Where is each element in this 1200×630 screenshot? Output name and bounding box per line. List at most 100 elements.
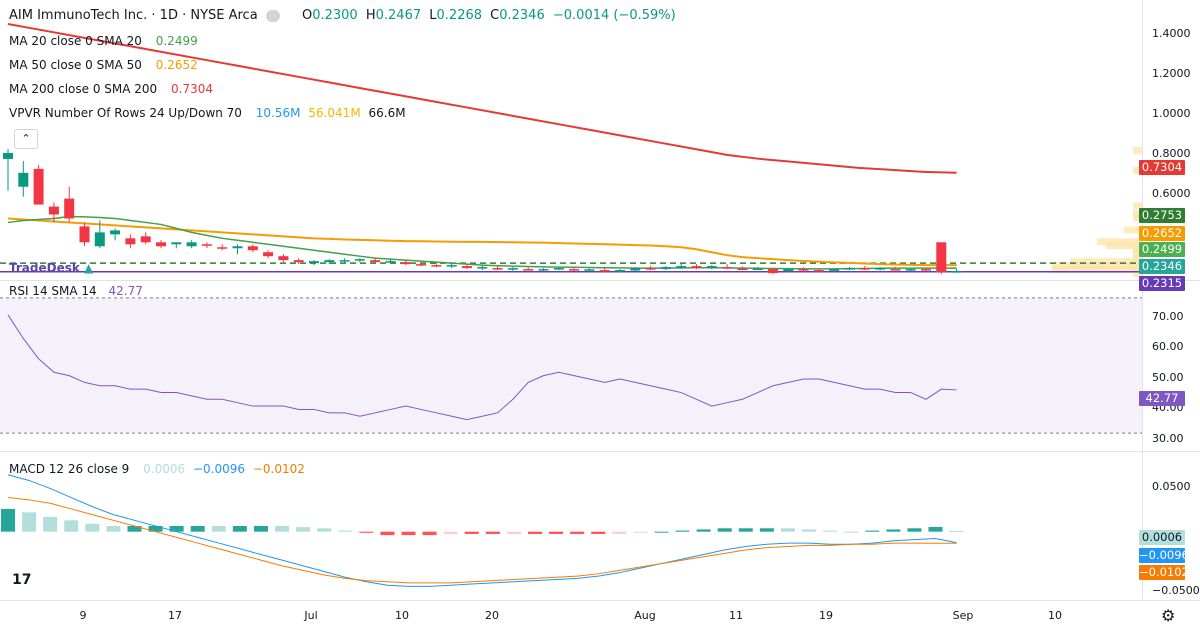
candle-body (278, 256, 289, 261)
candle-body (201, 244, 212, 246)
time-tick: Jul (304, 609, 318, 622)
candle-body (523, 269, 534, 271)
candle-body (706, 266, 717, 269)
ma50-label: MA 50 close 0 SMA 50 (9, 58, 142, 72)
candle-body (339, 260, 350, 262)
legend-ma50[interactable]: MA 50 close 0 SMA 50 0.2652 (9, 57, 202, 73)
time-tick: 11 (729, 609, 743, 622)
legend-rsi[interactable]: RSI 14 SMA 14 42.77 (9, 283, 147, 299)
price-tick: 1.0000 (1152, 107, 1191, 120)
chart-header: AIM ImmunoTech Inc. · 1D · NYSE Arca O 0.… (9, 8, 680, 24)
close-label: C (490, 8, 500, 23)
price-tick: 0.6000 (1152, 187, 1191, 200)
collapse-legend-button[interactable]: ⌃ (14, 129, 38, 149)
candle-body (217, 247, 228, 249)
vpvr-up-value: 10.56M (255, 106, 301, 120)
macd-histogram-bar (127, 526, 142, 532)
ma20-label: MA 20 close 0 SMA 20 (9, 34, 142, 48)
macd-histogram-bar (823, 530, 838, 532)
candle-body (875, 268, 886, 270)
macd-histogram-bar (485, 531, 500, 534)
tradingview-logo-icon[interactable]: 17 (12, 572, 32, 588)
candle-body (400, 262, 411, 265)
macd-histogram-bar (85, 523, 100, 532)
visibility-dot-icon[interactable] (265, 9, 280, 22)
vpvr-bar (1106, 242, 1142, 250)
candle-body (232, 246, 243, 249)
open-label: O (301, 8, 313, 23)
macd-histogram-bar (380, 531, 395, 536)
macd-histogram-bar (612, 531, 627, 534)
triangle-up-icon: ▲ (84, 261, 94, 275)
candle-body (722, 267, 733, 269)
macd-histogram-bar (570, 531, 585, 534)
candle-body (829, 269, 840, 271)
legend-vpvr[interactable]: VPVR Number Of Rows 24 Up/Down 70 10.56M… (9, 105, 410, 121)
candle-body (477, 267, 488, 269)
macd-histogram-bar (422, 531, 437, 536)
candle-body (385, 261, 396, 263)
candle-body (263, 252, 274, 257)
macd-histogram-bar (759, 528, 774, 532)
low-value: 0.2268 (436, 8, 483, 23)
candle-body (462, 266, 472, 269)
candle-body (645, 268, 656, 270)
candle-body (905, 269, 916, 271)
ma50-value: 0.2652 (155, 58, 198, 72)
vpvr-bar (1133, 246, 1142, 254)
macd-histogram-bar (253, 526, 268, 532)
ma200-label: MA 200 close 0 SMA 200 (9, 82, 158, 96)
macd-histogram-bar (464, 531, 479, 534)
candle-body (844, 268, 855, 270)
tradedesk-label: TradeDesk (9, 261, 80, 275)
macd-histogram-bar (1, 508, 15, 532)
macd-histogram-bar (296, 527, 311, 532)
macd-signal-tag: −0.0102 (1139, 565, 1189, 580)
tradedesk-marker: TradeDesk ▲ (9, 261, 93, 275)
candle-body (247, 246, 258, 251)
macd-histogram-bar (43, 516, 58, 532)
candle-body (507, 268, 518, 270)
time-tick: 19 (819, 609, 833, 622)
candle-body (737, 268, 748, 270)
symbol-title[interactable]: AIM ImmunoTech Inc. · 1D · NYSE Arca (9, 8, 258, 23)
candle-body (859, 268, 870, 270)
vpvr-bar (1133, 250, 1142, 258)
macd-histogram-bar (169, 526, 184, 532)
time-axis-separator (0, 600, 1200, 601)
macd-histogram-bar (633, 531, 648, 533)
macd-histogram-bar (928, 526, 943, 532)
time-tick: 17 (168, 609, 182, 622)
rsi-value-tag: 42.77 (1139, 391, 1185, 406)
legend-macd[interactable]: MACD 12 26 close 9 0.0006 −0.0096 −0.010… (9, 461, 309, 477)
macd-histogram-bar (907, 528, 922, 532)
vpvr-bar (1133, 166, 1142, 174)
candle-body (309, 261, 319, 264)
candle-body (324, 260, 335, 263)
macd-hist-tag: 0.0006 (1139, 530, 1185, 545)
macd-histogram-bar (802, 529, 817, 532)
candle-body (370, 260, 381, 263)
candle-body (630, 268, 641, 271)
macd-histogram-bar (780, 528, 795, 532)
legend-ma200[interactable]: MA 200 close 0 SMA 200 0.7304 (9, 81, 217, 97)
ma200-value: 0.7304 (171, 82, 213, 96)
macd-tick: −0.0500 (1152, 584, 1200, 597)
macd-histogram-bar (401, 531, 416, 536)
candle-body (3, 152, 13, 159)
macd-histogram-bar (844, 531, 859, 533)
rsi-line (7, 314, 957, 421)
candle-body (293, 260, 304, 263)
candle-body (783, 269, 794, 272)
candle-body (921, 269, 931, 271)
ma50-line (7, 217, 957, 267)
rsi-label: RSI 14 SMA 14 (9, 284, 97, 298)
legend-ma20[interactable]: MA 20 close 0 SMA 20 0.2499 (9, 33, 202, 49)
close-value: 0.2346 (499, 8, 545, 23)
candle-body (813, 270, 824, 272)
vpvr-bar (1133, 202, 1142, 210)
candle-body (676, 266, 687, 269)
gear-icon[interactable]: ⚙ (1161, 606, 1176, 625)
macd-line (7, 474, 957, 587)
macd-histogram-bar (549, 531, 564, 534)
